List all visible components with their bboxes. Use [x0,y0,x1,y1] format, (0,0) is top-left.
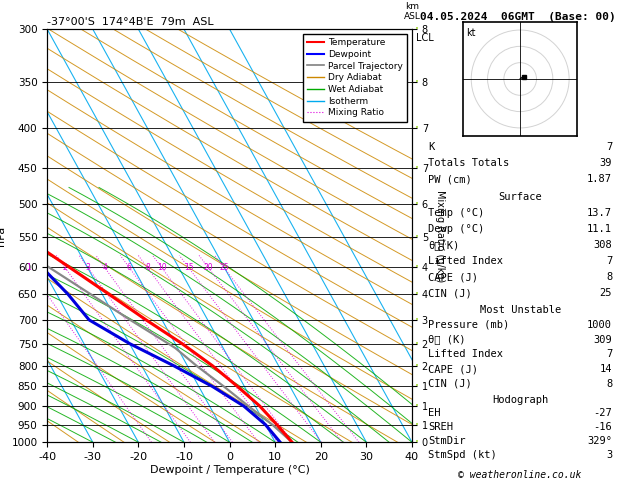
Text: CAPE (J): CAPE (J) [428,272,478,282]
Text: 8: 8 [606,272,612,282]
Text: •: • [415,165,419,171]
Text: 6: 6 [127,263,132,272]
Text: 25: 25 [599,288,612,298]
Text: •: • [415,363,419,369]
Text: •: • [415,403,419,409]
Text: •: • [415,422,419,428]
Text: •: • [415,439,419,445]
Text: 3: 3 [606,450,612,460]
Text: SREH: SREH [428,422,453,432]
Text: 25: 25 [220,263,229,272]
Text: 308: 308 [593,240,612,250]
Text: •: • [415,234,419,240]
Text: StmDir: StmDir [428,436,465,446]
Text: 8: 8 [606,379,612,389]
Text: km
ASL: km ASL [404,2,420,21]
Text: Lifted Index: Lifted Index [428,256,503,266]
Text: kt: kt [466,28,476,38]
Text: 4: 4 [103,263,108,272]
Text: -27: -27 [593,408,612,418]
Y-axis label: Mixing Ratio (g/kg): Mixing Ratio (g/kg) [435,190,445,282]
Text: •: • [415,317,419,323]
Text: 39: 39 [599,158,612,168]
Text: •: • [415,26,419,32]
Text: 309: 309 [593,335,612,345]
Text: Dewp (°C): Dewp (°C) [428,224,484,234]
Text: CIN (J): CIN (J) [428,379,472,389]
Text: Hodograph: Hodograph [492,395,548,404]
Text: K: K [428,141,435,152]
Text: 04.05.2024  06GMT  (Base: 00): 04.05.2024 06GMT (Base: 00) [420,12,616,22]
Text: © weatheronline.co.uk: © weatheronline.co.uk [459,470,582,480]
Text: -16: -16 [593,422,612,432]
Text: 11.1: 11.1 [587,224,612,234]
Text: 10: 10 [157,263,167,272]
Text: 329°: 329° [587,436,612,446]
Text: EH: EH [428,408,441,418]
Text: •: • [415,201,419,208]
Text: 1000: 1000 [587,320,612,330]
Text: •: • [415,264,419,270]
X-axis label: Dewpoint / Temperature (°C): Dewpoint / Temperature (°C) [150,465,309,475]
Text: Totals Totals: Totals Totals [428,158,509,168]
Text: 7: 7 [606,141,612,152]
Text: •: • [415,383,419,389]
Legend: Temperature, Dewpoint, Parcel Trajectory, Dry Adiabat, Wet Adiabat, Isotherm, Mi: Temperature, Dewpoint, Parcel Trajectory… [303,34,408,122]
Text: 8: 8 [145,263,150,272]
Text: Surface: Surface [498,191,542,202]
Text: StmSpd (kt): StmSpd (kt) [428,450,497,460]
Text: Pressure (mb): Pressure (mb) [428,320,509,330]
Text: 7: 7 [606,349,612,359]
Text: PW (cm): PW (cm) [428,174,472,184]
Text: 15: 15 [184,263,194,272]
Text: CAPE (J): CAPE (J) [428,364,478,374]
Text: LCL: LCL [416,33,433,43]
Text: CIN (J): CIN (J) [428,288,472,298]
Text: 7: 7 [606,256,612,266]
Text: •: • [415,341,419,347]
Y-axis label: hPa: hPa [0,226,6,246]
Text: 20: 20 [204,263,213,272]
Text: •: • [415,292,419,297]
Text: θᴜ(K): θᴜ(K) [428,240,459,250]
Text: 1.87: 1.87 [587,174,612,184]
Text: -37°00'S  174°4B'E  79m  ASL: -37°00'S 174°4B'E 79m ASL [47,17,214,27]
Text: Most Unstable: Most Unstable [479,305,561,315]
Text: •: • [415,79,419,85]
Text: 3: 3 [86,263,91,272]
Text: 2: 2 [63,263,67,272]
Text: 14: 14 [599,364,612,374]
Text: 13.7: 13.7 [587,208,612,218]
Text: θᴜ (K): θᴜ (K) [428,335,465,345]
Text: Lifted Index: Lifted Index [428,349,503,359]
Text: Temp (°C): Temp (°C) [428,208,484,218]
Text: 1: 1 [26,263,31,272]
Text: •: • [415,125,419,131]
